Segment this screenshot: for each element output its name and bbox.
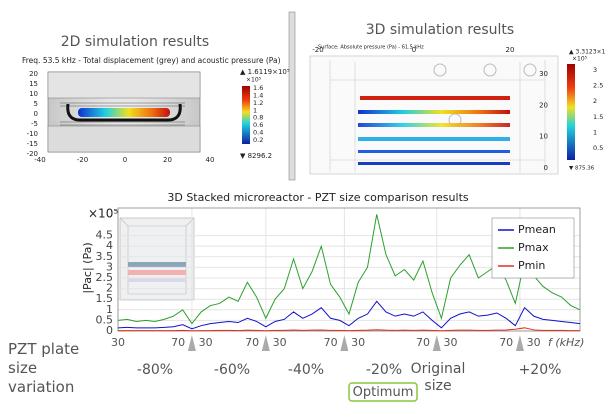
- colorbar-tick: 0.8: [253, 114, 263, 122]
- image-x-tick: -20: [312, 46, 323, 54]
- segment-label: -20%: [365, 362, 403, 378]
- x-tick-label: 70 30: [416, 336, 458, 349]
- panel-subtitle: Surface: Absolute pressure (Pa) - 61.5 k…: [318, 45, 424, 51]
- y-tick-label: 4: [106, 239, 113, 252]
- legend-label: Pmin: [518, 259, 545, 272]
- y-tick-label: 2.5: [96, 271, 114, 284]
- image-y-tick: -5: [31, 120, 38, 128]
- tick-marker: [261, 335, 270, 351]
- colorbar-min: ▼ 875.36: [569, 166, 595, 172]
- series-line: [117, 300, 581, 330]
- image-x-tick: -40: [34, 156, 45, 164]
- image-x-tick: 20: [163, 156, 172, 164]
- y-multiplier: ×10⁵: [88, 207, 118, 221]
- y-tick-label: 3: [106, 260, 113, 273]
- image-y-tick: 10: [29, 90, 38, 98]
- image-y-tick: 0: [34, 110, 38, 118]
- y-tick-label: 3.5: [96, 250, 114, 263]
- colorbar-tick: 0.5: [593, 144, 603, 152]
- colorbar-tick: 0.6: [253, 121, 263, 129]
- x-tick-label: 30: [111, 336, 125, 349]
- x-tick-label: 70 30: [245, 336, 287, 349]
- y-tick-label: 0: [106, 324, 113, 337]
- colorbar-max: ▲ 3.3123×10⁵: [569, 49, 605, 56]
- image-x-tick: 20: [506, 46, 515, 54]
- segment-label: -60%: [213, 362, 251, 378]
- x-tick-label: 70 30: [171, 336, 213, 349]
- colorbar-min: ▼ 8296.2: [240, 152, 272, 160]
- y-tick-label: 0.5: [96, 313, 114, 326]
- tick-marker: [340, 335, 349, 351]
- image-y-tick: -15: [27, 140, 38, 148]
- image-y-tick: 20: [539, 101, 548, 109]
- x-axis-label: f (kHz): [548, 336, 584, 349]
- colorbar-tick: 2.5: [593, 82, 603, 90]
- colorbar-tick: 1: [253, 106, 257, 114]
- segment-label: +20%: [518, 362, 562, 378]
- colorbar-max: ▲ 1.6119×10⁵: [240, 68, 290, 76]
- y-tick-label: 1: [106, 303, 113, 316]
- segment-label: -40%: [287, 362, 325, 378]
- image-2d: [47, 71, 201, 153]
- colorbar-tick: 1.6: [253, 84, 263, 92]
- image-y-tick: 20: [29, 70, 38, 78]
- image-x-tick: -20: [77, 156, 88, 164]
- colorbar-tick: 1.4: [253, 91, 263, 99]
- legend-label: Pmax: [518, 241, 549, 254]
- image-y-tick: -10: [27, 130, 38, 138]
- image-y-tick: 30: [539, 70, 548, 78]
- image-3d: [309, 55, 559, 175]
- colorbar-tick: 0.4: [253, 129, 263, 137]
- image-y-tick: -20: [27, 150, 38, 158]
- series-line: [118, 327, 580, 332]
- y-tick-label: 1.5: [96, 292, 114, 305]
- segment-label: -80%: [136, 362, 174, 378]
- colorbar-tick: 0.2: [253, 136, 263, 144]
- chart-title: 3D Stacked microreactor - PZT size compa…: [167, 191, 469, 204]
- colorbar-tick: 1.5: [593, 113, 603, 121]
- tick-marker: [432, 335, 441, 351]
- inset-image: [119, 217, 195, 301]
- panel-subtitle: Freq. 53.5 kHz - Total displacement (gre…: [22, 56, 281, 65]
- colorbar-2d: [242, 86, 250, 144]
- divider: [288, 11, 296, 181]
- segment-label: Original size: [410, 361, 466, 394]
- legend-label: Pmean: [518, 223, 556, 236]
- colorbar-tick: 1: [593, 128, 597, 136]
- panel-title: 3D simulation results: [366, 22, 514, 38]
- image-x-tick: 0: [412, 46, 416, 54]
- colorbar-tick: 1.2: [253, 99, 263, 107]
- image-y-tick: 5: [34, 100, 38, 108]
- tick-marker: [515, 335, 524, 351]
- size-label: PZT plate size variation: [8, 340, 80, 396]
- colorbar-unit: ×10⁵: [572, 56, 588, 63]
- y-axis-label: |Pac| (Pa): [81, 242, 94, 293]
- colorbar-tick: 2: [593, 97, 597, 105]
- image-y-tick: 0: [544, 164, 548, 172]
- colorbar-unit: ×10⁵: [246, 77, 262, 84]
- image-x-tick: 40: [206, 156, 215, 164]
- optimum-box: [348, 382, 418, 402]
- y-tick-label: 2: [106, 282, 113, 295]
- colorbar-3d: [567, 64, 575, 160]
- optimum-label: Optimum: [352, 385, 414, 400]
- colorbar-tick: 3: [593, 66, 597, 74]
- tick-marker: [187, 335, 196, 351]
- image-x-tick: 0: [123, 156, 127, 164]
- image-y-tick: 15: [29, 80, 38, 88]
- image-y-tick: 10: [539, 133, 548, 141]
- panel-title: 2D simulation results: [61, 34, 209, 50]
- y-tick-label: 4.5: [96, 229, 114, 242]
- x-tick-label: 70 30: [324, 336, 366, 349]
- x-tick-label: 70 30: [499, 336, 541, 349]
